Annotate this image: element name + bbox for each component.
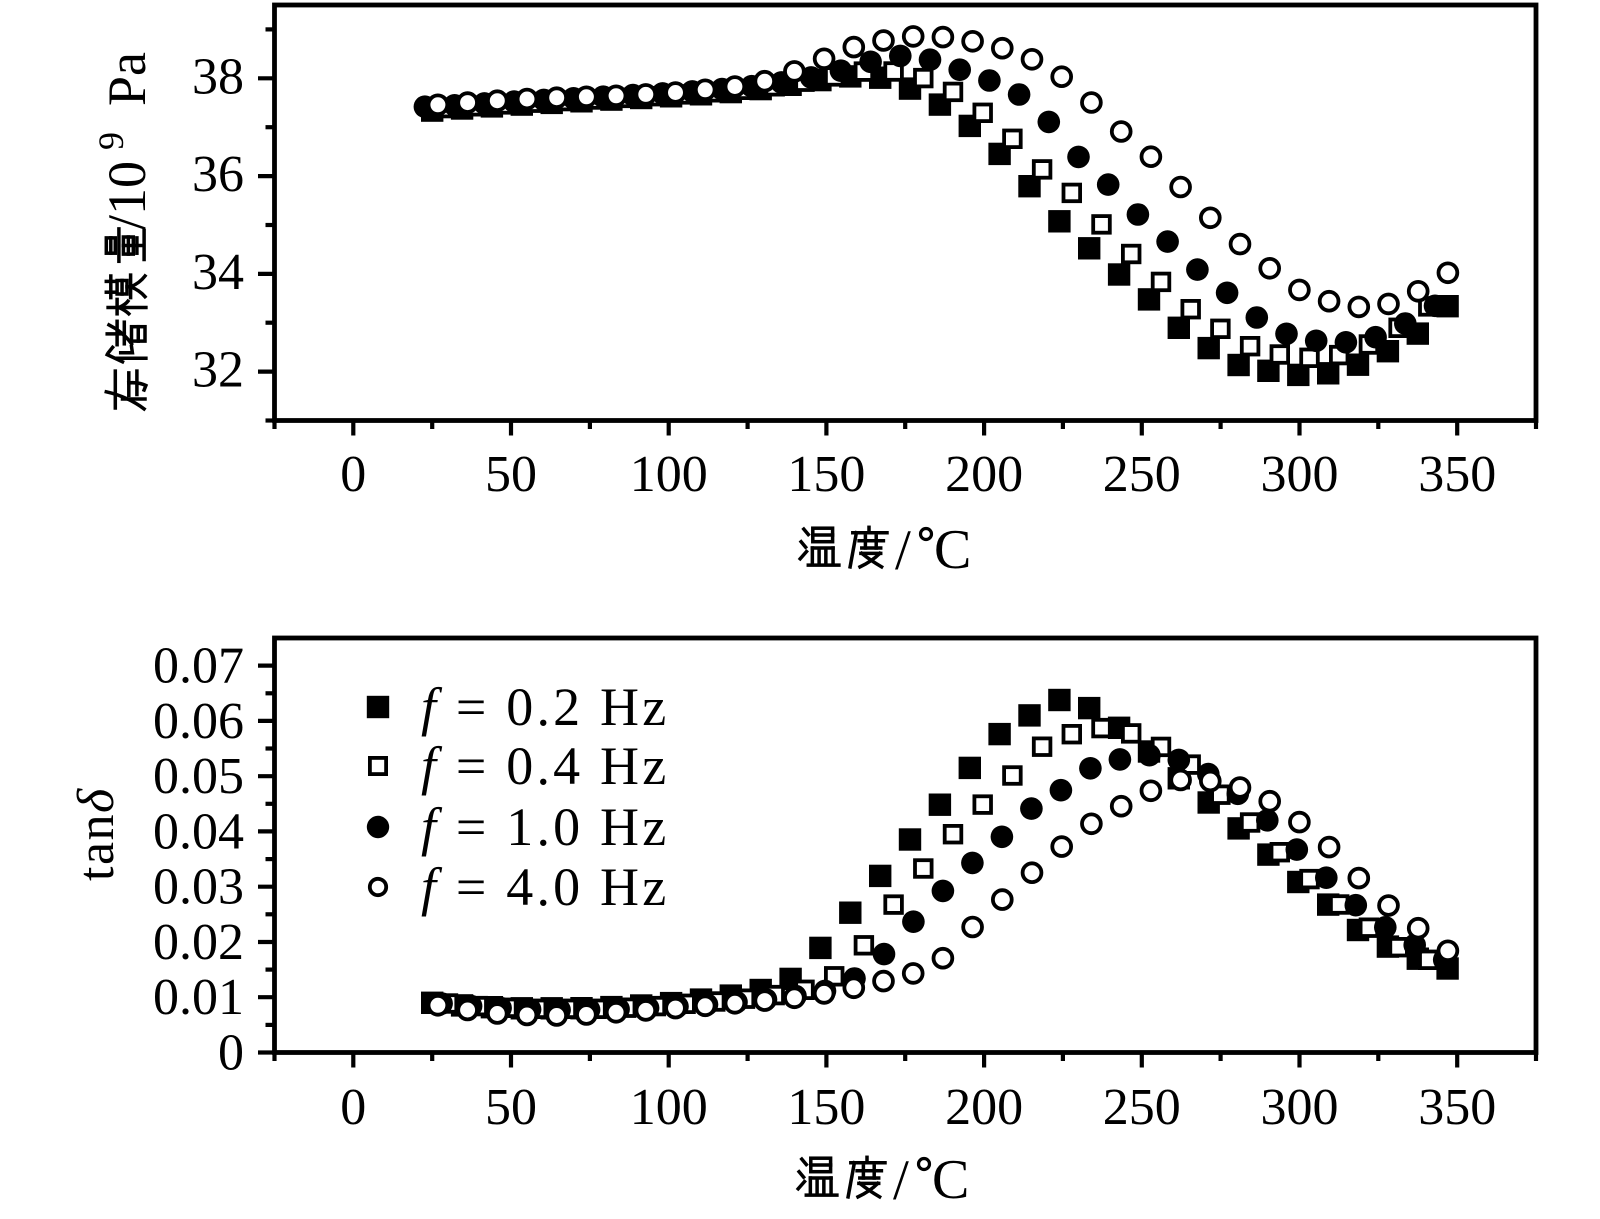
svg-text:36: 36: [192, 146, 244, 203]
svg-text:0.04: 0.04: [153, 803, 244, 860]
svg-text:9: 9: [91, 132, 131, 150]
svg-text:100: 100: [630, 1079, 708, 1136]
svg-text:f = 0.4 Hz: f = 0.4 Hz: [421, 736, 669, 796]
svg-text:0.02: 0.02: [153, 914, 244, 971]
svg-text:0.07: 0.07: [153, 638, 244, 695]
svg-text:350: 350: [1418, 1079, 1496, 1136]
svg-text:150: 150: [787, 1079, 865, 1136]
svg-text:300: 300: [1261, 1079, 1339, 1136]
svg-text:0.05: 0.05: [153, 748, 244, 805]
svg-text:32: 32: [192, 342, 244, 399]
svg-text:100: 100: [630, 446, 708, 503]
svg-text:/: /: [895, 519, 911, 582]
svg-text:350: 350: [1418, 446, 1496, 503]
svg-text:300: 300: [1261, 446, 1339, 503]
svg-text:150: 150: [787, 446, 865, 503]
svg-text:0.06: 0.06: [153, 693, 244, 750]
svg-text:38: 38: [192, 48, 244, 105]
svg-text:f = 4.0 Hz: f = 4.0 Hz: [421, 857, 669, 917]
svg-text:250: 250: [1103, 446, 1181, 503]
svg-text:C: C: [934, 519, 971, 581]
svg-text:f = 0.2 Hz: f = 0.2 Hz: [421, 677, 669, 737]
svg-text:0.03: 0.03: [153, 859, 244, 916]
svg-text:200: 200: [945, 1079, 1023, 1136]
svg-text:200: 200: [945, 446, 1023, 503]
svg-text:50: 50: [485, 1079, 537, 1136]
svg-text:/: /: [893, 1149, 909, 1212]
svg-text:C: C: [932, 1149, 969, 1211]
svg-text:/10: /10: [97, 161, 157, 230]
svg-text:Pa: Pa: [97, 52, 157, 106]
svg-text:0.01: 0.01: [153, 969, 244, 1026]
svg-text:50: 50: [485, 446, 537, 503]
svg-text:f = 1.0 Hz: f = 1.0 Hz: [421, 797, 669, 857]
svg-text:0: 0: [340, 1079, 366, 1136]
svg-text:0: 0: [340, 446, 366, 503]
svg-text:tanδ: tanδ: [68, 787, 125, 881]
svg-text:0: 0: [218, 1025, 244, 1082]
svg-text:250: 250: [1103, 1079, 1181, 1136]
svg-text:34: 34: [192, 244, 244, 301]
